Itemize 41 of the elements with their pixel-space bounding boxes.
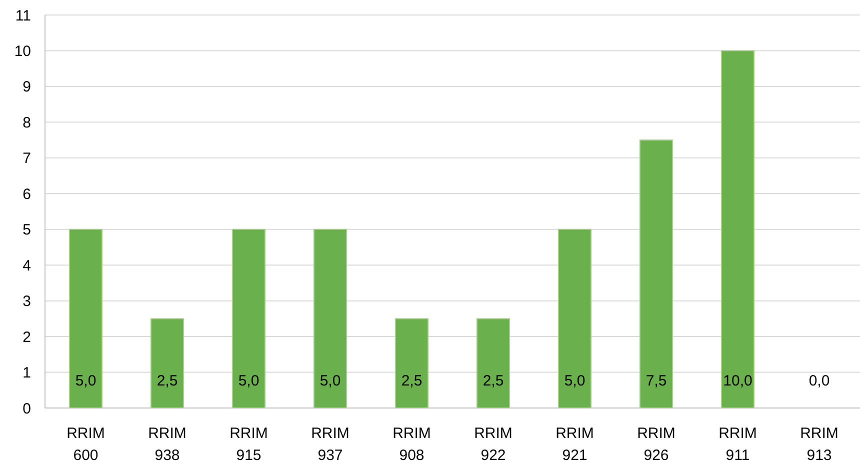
data-label: 10,0	[723, 372, 752, 390]
bar	[639, 140, 674, 408]
data-label: 5,0	[320, 372, 341, 390]
data-label: 2,5	[401, 372, 422, 390]
data-label: 5,0	[238, 372, 260, 390]
y-tick-label: 1	[22, 364, 31, 382]
y-tick-label: 9	[22, 78, 31, 96]
bar	[150, 318, 184, 408]
y-tick-label: 3	[22, 293, 31, 310]
bar	[68, 228, 103, 408]
x-tick-label: RRIM 908	[392, 425, 431, 464]
y-tick-label: 8	[22, 114, 31, 132]
bar	[720, 50, 755, 408]
bar	[476, 318, 510, 408]
data-label: 0,0	[808, 372, 830, 390]
data-label: 5,0	[564, 372, 586, 390]
y-tick-label: 0	[22, 400, 31, 418]
x-tick-label: RRIM 911	[718, 425, 757, 464]
x-tick-label: RRIM 922	[474, 425, 512, 464]
x-tick-label: RRIM 913	[800, 425, 838, 464]
y-tick-label: 11	[15, 7, 31, 24]
data-label: 5,0	[75, 372, 96, 390]
y-tick-label: 7	[22, 150, 31, 168]
bar	[232, 228, 266, 408]
data-label: 7,5	[646, 372, 667, 390]
bar	[558, 228, 592, 408]
y-tick-label: 10	[14, 42, 31, 60]
x-tick-label: RRIM 921	[556, 425, 594, 464]
bar	[394, 318, 429, 408]
data-label: 2,5	[482, 372, 504, 390]
y-tick-label: 4	[22, 257, 31, 274]
bar	[313, 228, 348, 408]
x-tick-label: RRIM 915	[230, 425, 268, 464]
x-tick-label: RRIM 600	[66, 425, 105, 464]
y-tick-label: 6	[22, 186, 31, 203]
data-label: 2,5	[156, 372, 178, 390]
x-tick-label: RRIM 937	[311, 425, 350, 464]
x-tick-label: RRIM 926	[637, 425, 676, 464]
y-tick-label: 2	[22, 328, 31, 346]
x-tick-label: RRIM 938	[148, 425, 186, 464]
y-tick-label: 5	[22, 222, 31, 239]
